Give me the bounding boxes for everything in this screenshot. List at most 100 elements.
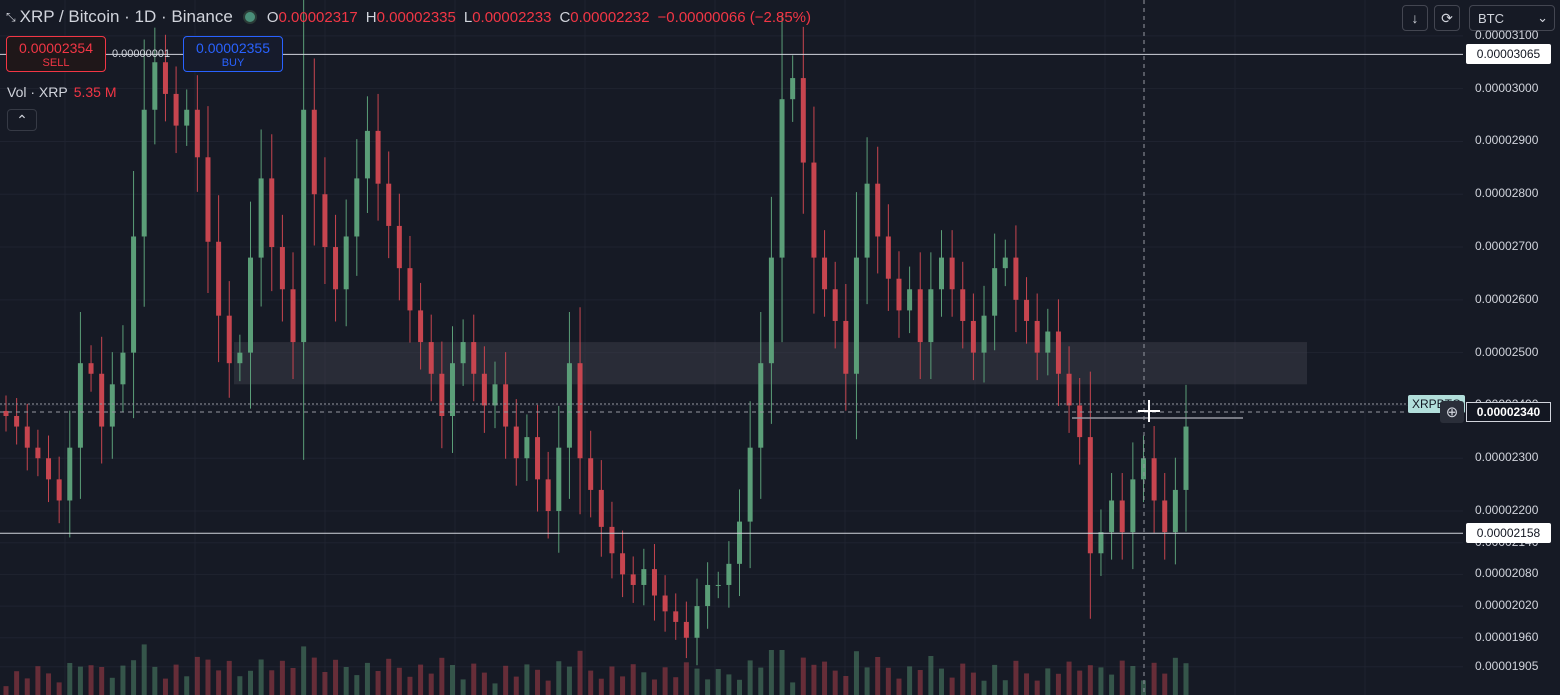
compare-symbol-select[interactable]: BTC ⌄ (1469, 5, 1555, 31)
sell-button[interactable]: 0.00002354 SELL (6, 36, 106, 72)
volume-bar (258, 659, 264, 695)
candle-body (1130, 479, 1136, 533)
price-axis-tick: 0.00002200 (1475, 503, 1539, 518)
volume-bar (396, 667, 402, 695)
volume-bar (577, 650, 583, 695)
volume-bar (428, 673, 434, 695)
volume-bar (1183, 663, 1189, 695)
candle-body (737, 521, 743, 564)
candle-body (938, 257, 944, 290)
add-alert-button[interactable]: ⊕ (1440, 401, 1464, 423)
price-axis-tick: 0.00002700 (1475, 239, 1539, 254)
candle-body (1087, 437, 1093, 554)
candle-body (598, 489, 604, 527)
chart-header: ⤡ XRP / Bitcoin · 1D · Binance O 0.00002… (6, 6, 819, 28)
volume-bar (333, 659, 339, 695)
volume-bar (24, 678, 30, 695)
volume-bar (1066, 661, 1072, 695)
candle-body (439, 373, 445, 416)
download-button[interactable]: ↓ (1402, 5, 1428, 31)
sell-label: SELL (42, 56, 70, 69)
volume-bar (938, 668, 944, 695)
candle-body (24, 426, 30, 448)
candle-body (184, 109, 190, 126)
candle-body (343, 236, 349, 290)
candle-body (992, 268, 998, 316)
candle-body (949, 257, 955, 290)
price-axis-tick: 0.00002300 (1475, 450, 1539, 465)
volume-bar (1002, 680, 1008, 695)
volume-bar (651, 679, 657, 695)
candle-body (1034, 320, 1040, 353)
candle-body (3, 410, 9, 416)
volume-bar (694, 668, 700, 695)
volume-bar (896, 678, 902, 695)
level-label-bottom: 0.00002158 (1466, 523, 1551, 544)
volume-bar (162, 678, 168, 695)
symbol-title[interactable]: XRP / Bitcoin · 1D · Binance (19, 7, 233, 26)
candle-body (460, 342, 466, 364)
price-axis-tick: 0.00001905 (1475, 658, 1539, 673)
volume-bar (513, 676, 519, 695)
candle-body (513, 426, 519, 459)
volume-bar (503, 665, 509, 695)
candle-body (970, 320, 976, 353)
volume-bar (758, 667, 764, 695)
candle-body (620, 553, 626, 575)
candle-body (375, 130, 381, 184)
buy-button[interactable]: 0.00002355 BUY (183, 36, 283, 72)
candle-body (1172, 489, 1178, 533)
candle-body (673, 611, 679, 622)
refresh-button[interactable]: ⟳ (1434, 5, 1460, 31)
candle-body (651, 569, 657, 596)
refresh-icon: ⟳ (1441, 9, 1453, 26)
open-label: O (266, 8, 279, 26)
candle-body (524, 437, 530, 459)
candle-body (1077, 405, 1083, 438)
candle-body (1013, 257, 1019, 300)
candle-body (662, 595, 668, 612)
collapse-button[interactable]: ⌃ (7, 109, 37, 131)
volume-bar (67, 663, 73, 695)
low-value: 0.00002233 (472, 8, 552, 26)
volume-bar (1098, 667, 1104, 695)
candle-body (811, 162, 817, 258)
volume-bar (173, 664, 179, 695)
candle-body (396, 225, 402, 269)
volume-legend: Vol · XRP 5.35 M (7, 84, 117, 100)
candle-body (279, 247, 285, 290)
candle-body (1119, 500, 1125, 533)
volume-bar (375, 671, 381, 695)
candle-body (258, 178, 264, 258)
volume-bar (141, 644, 147, 695)
candle-body (566, 363, 572, 448)
candle-body (1066, 373, 1072, 406)
price-axis-tick: 0.00002900 (1475, 133, 1539, 148)
volume-bar (992, 664, 998, 695)
candle-body (162, 62, 168, 94)
candle-body (683, 621, 689, 638)
volume-bar (1172, 657, 1178, 695)
candle-body (822, 257, 828, 290)
volume-bar (726, 674, 732, 695)
low-label: L (463, 8, 473, 26)
volume-bar (248, 670, 254, 695)
chevron-up-icon: ⌃ (16, 111, 28, 128)
volume-bar (364, 662, 370, 695)
price-axis-tick: 0.00002600 (1475, 291, 1539, 306)
candle-body (152, 62, 158, 110)
volume-bar (460, 679, 466, 695)
price-axis-tick: 0.00001960 (1475, 629, 1539, 644)
candle-body (226, 315, 232, 364)
volume-bar (662, 667, 668, 695)
volume-bar (216, 670, 222, 695)
volume-bar (418, 664, 424, 695)
volume-bar (598, 678, 604, 695)
candle-body (1098, 532, 1104, 554)
volume-value: 5.35 M (73, 84, 117, 100)
current-price-label: 0.00002340 (1466, 402, 1551, 422)
level-label-top: 0.00003065 (1466, 44, 1551, 65)
volume-bar (566, 666, 572, 695)
volume-bar (184, 676, 190, 695)
